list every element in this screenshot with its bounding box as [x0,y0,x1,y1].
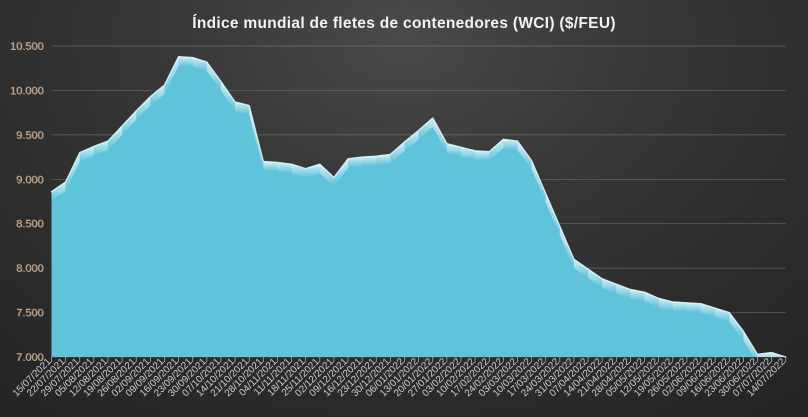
svg-text:10.500: 10.500 [10,41,44,53]
svg-text:9.500: 9.500 [16,130,44,142]
svg-text:8.500: 8.500 [16,219,44,231]
svg-text:7.500: 7.500 [16,308,44,320]
svg-text:9.000: 9.000 [16,174,44,186]
svg-text:8.000: 8.000 [16,263,44,275]
svg-text:10.000: 10.000 [10,85,44,97]
